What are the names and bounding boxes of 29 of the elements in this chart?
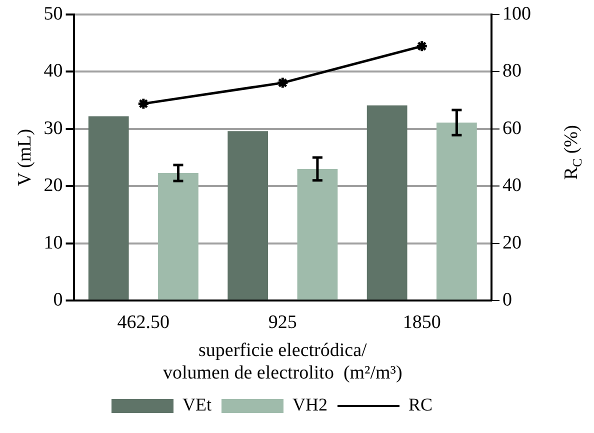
y2-tick-label: 60 (502, 118, 522, 139)
y2-tick-label: 80 (502, 60, 522, 82)
y-tick-label: 40 (44, 60, 63, 82)
legend-label: RC (408, 394, 433, 415)
bar (228, 131, 268, 300)
x-tick-label: 462.50 (117, 312, 170, 333)
legend-label: VH2 (292, 394, 328, 415)
y2-tick-label: 100 (502, 3, 531, 24)
y2-tick-label: 20 (502, 232, 522, 254)
point (137, 97, 150, 110)
y-tick-label: 30 (44, 118, 63, 139)
x-axis-title: superficie electródica/ volumen de electrolito (m²/m³) (162, 340, 402, 384)
y-tick-label: 0 (53, 290, 63, 311)
bar (366, 105, 408, 300)
point (416, 40, 428, 52)
y-tick-label: 10 (44, 232, 63, 254)
y2-tick-label: 0 (502, 290, 512, 311)
bar (436, 122, 477, 300)
bar (158, 172, 198, 300)
legend-label: VEt (182, 394, 212, 415)
y-tick-label: 50 (44, 3, 63, 24)
y-tick-label: 20 (44, 175, 63, 196)
bar (297, 168, 338, 300)
y2-tick-label: 40 (502, 175, 522, 196)
y-axis-title: V (mL) (14, 128, 36, 186)
bar (88, 116, 129, 300)
point (276, 76, 289, 90)
x-tick-label: 1850 (402, 312, 441, 333)
x-tick-label: 925 (268, 312, 297, 333)
